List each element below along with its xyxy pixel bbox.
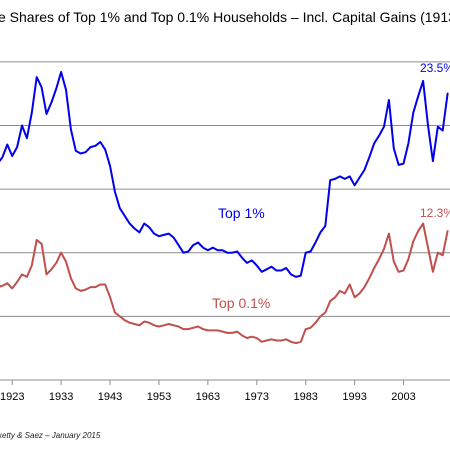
source-note: ketty & Saez – January 2015 xyxy=(0,431,101,440)
x-tick-label: 1923 xyxy=(0,391,24,403)
series-line-top-1 xyxy=(0,71,449,278)
x-axis-ticks: 1923 1933 1943 1953 1963 1973 1983 1993 2003 xyxy=(0,380,416,403)
x-tick-label: 1953 xyxy=(147,391,171,403)
x-tick-label: 1993 xyxy=(342,391,366,403)
series-layer xyxy=(0,71,449,345)
grid xyxy=(0,61,450,381)
chart-title: e Shares of Top 1% and Top 0.1% Househol… xyxy=(0,9,450,25)
x-tick-label: 1963 xyxy=(196,391,220,403)
series-label-top-1: Top 1% xyxy=(218,205,265,221)
x-tick-label: 1973 xyxy=(245,391,269,403)
x-tick-label: 1983 xyxy=(293,391,317,403)
end-label-top-0-1: 12.3% xyxy=(420,206,450,220)
series-line-top-0-1 xyxy=(0,222,449,345)
end-label-top-1: 23.5% xyxy=(420,61,450,75)
x-tick-label: 1943 xyxy=(98,391,122,403)
x-tick-label: 2003 xyxy=(391,391,415,403)
series-label-top-0-1: Top 0.1% xyxy=(212,295,270,311)
x-tick-label: 1933 xyxy=(49,391,73,403)
